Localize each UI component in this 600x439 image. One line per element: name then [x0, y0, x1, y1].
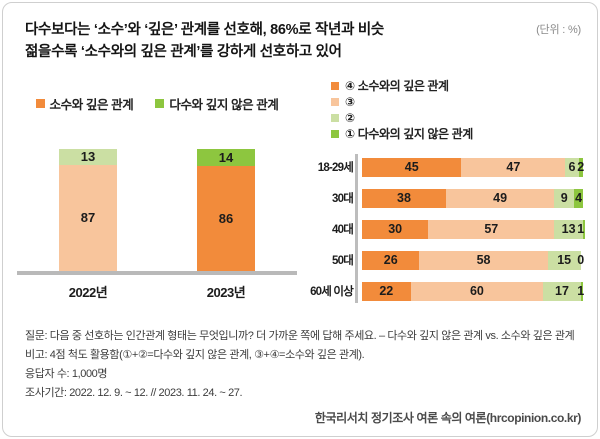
bar-segment: 58 [419, 250, 548, 270]
bar-segment: 13 [59, 148, 117, 165]
value-label: 0 [577, 253, 585, 268]
age-label: 30대 [332, 193, 354, 206]
unit-label: (단위 : %) [536, 24, 581, 36]
stacked-bar: 22 60 17 1 [362, 281, 585, 301]
charts-area: 소수와 깊은 관계 다수와 깊지 않은 관계 13 87 14 86 2022년 2023… [3, 68, 597, 303]
age-label: 40대 [332, 224, 354, 237]
footnote-line: 질문: 다음 중 선호하는 인간관계 형태는 무엇입니까? 더 가까운 쪽에 답… [25, 329, 575, 342]
value-label: 87 [80, 210, 96, 226]
bar-segment [582, 219, 586, 239]
bar-segment: 86 [197, 166, 255, 271]
header: 다수보다는 ‘소수’와 ‘깊은’ 관계를 선호해, 86%로 작년과 비슷 젊을… [3, 3, 597, 64]
bar-segment [580, 281, 583, 301]
age-label: 60세 이상 [310, 286, 354, 299]
footnote-line: 응답자 수: 1,000명 [25, 367, 108, 380]
legend-color-swatch [331, 97, 339, 106]
year-chart-panel: 소수와 깊은 관계 다수와 깊지 않은 관계 13 87 14 86 2022년 2023… [3, 68, 305, 301]
bar-segment: 57 [428, 219, 555, 239]
legend-label: ③ [345, 94, 355, 109]
stacked-column: 13 87 [59, 148, 117, 271]
bar-segment: 87 [59, 164, 117, 271]
bar-segment: 30 [362, 219, 429, 239]
bar-segment: 49 [445, 188, 555, 208]
legend-label: 다수와 깊지 않은 관계 [169, 97, 279, 112]
age-row: 50대 26 58 15 0 [332, 250, 585, 270]
x-axis-baseline [17, 270, 297, 275]
bar-segment: 38 [362, 188, 446, 208]
value-label: 2 [577, 160, 585, 175]
value-label: 86 [218, 210, 234, 226]
age-chart-panel: ④ 소수와의 깊은 관계 ③ ② ① 다수와의 깊지 않은 관계 18-29세 45 47… [305, 68, 597, 303]
bar-segment: 13 [554, 219, 583, 239]
age-chart-legend: ④ 소수와의 깊은 관계 ③ ② ① 다수와의 깊지 않은 관계 [305, 78, 583, 142]
bar-segment: 45 [362, 157, 462, 177]
bar-segment: 17 [543, 281, 581, 301]
legend-color-swatch [35, 98, 45, 108]
y-axis-line [355, 153, 358, 303]
legend-label: ② [345, 110, 355, 125]
bar-segment: 47 [461, 157, 566, 177]
legend-color-swatch [331, 81, 339, 90]
stacked-bar: 45 47 6 2 [362, 157, 585, 177]
footnotes: 질문: 다음 중 선호하는 인간관계 형태는 무엇입니까? 더 가까운 쪽에 답… [3, 301, 597, 403]
stacked-bar: 38 49 9 4 [362, 188, 583, 208]
legend-item: 다수와 깊지 않은 관계 [155, 94, 279, 113]
bar-segment: 14 [197, 148, 255, 167]
bar-segment: 22 [362, 281, 411, 301]
age-label: 50대 [332, 255, 354, 268]
bar-segment [578, 157, 583, 177]
legend-color-swatch [331, 113, 339, 122]
footnote-line: 조사기간: 2022. 12. 9. ~ 12. // 2023. 11. 24… [25, 386, 243, 399]
stacked-column: 14 86 [197, 148, 255, 271]
year-chart-legend: 소수와 깊은 관계 다수와 깊지 않은 관계 [19, 94, 295, 113]
legend-item: ① 다수와의 깊지 않은 관계 [331, 126, 583, 142]
age-label: 18-29세 [317, 162, 354, 175]
age-row: 60세 이상 22 60 17 1 [310, 281, 585, 301]
footnote-line: 비고: 4점 척도 활용함(①+②=다수와 깊지 않은 관계, ③+④=소수와 … [25, 348, 365, 361]
legend-label: ④ 소수와의 깊은 관계 [345, 79, 449, 94]
legend-item: 소수와 깊은 관계 [35, 94, 134, 113]
category-label: 2023년 [206, 284, 246, 300]
stacked-bar: 26 58 15 0 [362, 250, 585, 270]
stacked-bar: 30 57 13 1 [362, 219, 586, 239]
bar-segment: 60 [410, 281, 544, 301]
bar-segment: 6 [565, 157, 579, 177]
bar-segment: 26 [362, 250, 420, 270]
category-label: 2022년 [68, 284, 108, 300]
value-label: 1 [577, 222, 585, 237]
bar-segment [574, 188, 583, 208]
source-credit: 한국리서치 정기조사 여론 속의 여론(hrcopinion.co.kr) [314, 410, 582, 425]
year-stacked-bar-chart: 13 87 14 86 [19, 148, 295, 271]
legend-item: ④ 소수와의 깊은 관계 [331, 78, 583, 94]
age-stacked-bar-chart: 18-29세 45 47 6 2 30대 38 49 9 4 40대 30 57 13 1 50대 26 58 15… [305, 153, 586, 303]
title-line-1: 다수보다는 ‘소수’와 ‘깊은’ 관계를 선호해, 86%로 작년과 비슷 [25, 22, 384, 38]
legend-item: ③ [331, 94, 583, 110]
age-row: 40대 30 57 13 1 [332, 219, 586, 239]
title-line-2: 젊을수록 ‘소수와의 깊은 관계’를 강하게 선호하고 있어 [25, 44, 342, 61]
legend-label: 소수와 깊은 관계 [49, 97, 134, 112]
page-title: 다수보다는 ‘소수’와 ‘깊은’ 관계를 선호해, 86%로 작년과 비슷 젊을… [25, 19, 384, 64]
legend-color-swatch [331, 129, 339, 138]
bar-segment: 15 [547, 250, 581, 270]
age-row: 18-29세 45 47 6 2 [318, 157, 585, 177]
year-axis-labels: 2022년 2023년 [19, 282, 295, 301]
legend-label: ① 다수와의 깊지 않은 관계 [345, 127, 473, 142]
legend-item: ② [331, 110, 583, 126]
value-label: 13 [80, 149, 96, 165]
value-label: 14 [218, 149, 234, 165]
value-label: 4 [575, 191, 583, 206]
bar-segment: 9 [554, 188, 575, 208]
value-label: 1 [577, 284, 585, 299]
legend-color-swatch [155, 98, 165, 108]
age-row: 30대 38 49 9 4 [332, 188, 583, 208]
